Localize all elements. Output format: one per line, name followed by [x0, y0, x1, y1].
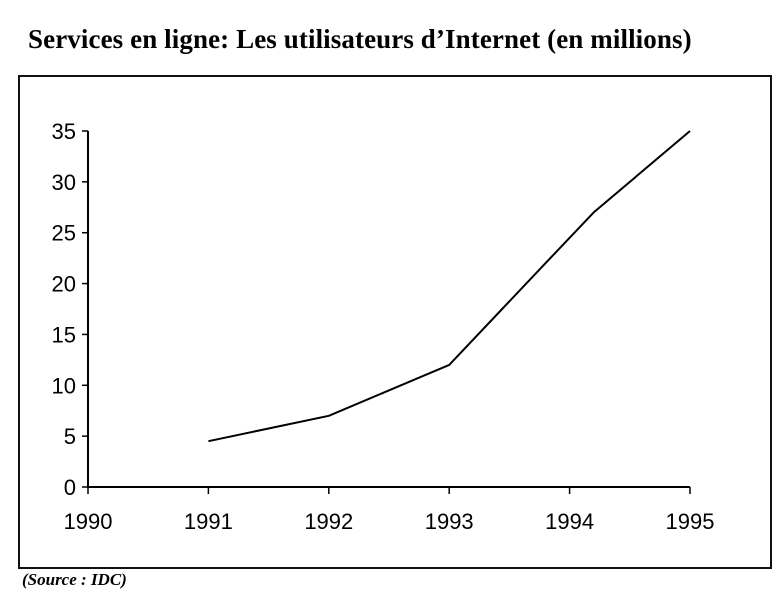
y-tick-label: 10 — [52, 373, 76, 398]
series-line — [208, 130, 691, 443]
chart-title: Services en ligne: Les utilisateurs d’In… — [28, 24, 692, 54]
x-tick-label: 1992 — [304, 509, 353, 534]
y-tick-label: 0 — [64, 475, 76, 500]
x-tick-label: 1993 — [425, 509, 474, 534]
x-ticks: 1990 1991 1992 1993 1994 1995 — [64, 487, 715, 534]
y-tick-label: 5 — [64, 424, 76, 449]
x-tick-label: 1991 — [184, 509, 233, 534]
y-tick-label: 30 — [52, 170, 76, 195]
y-tick-label: 20 — [52, 272, 76, 297]
y-tick-label: 35 — [52, 119, 76, 144]
y-tick-label: 15 — [52, 322, 76, 347]
chart-frame — [18, 75, 772, 569]
series-layer — [208, 130, 691, 443]
x-tick-label: 1990 — [64, 509, 113, 534]
x-tick-label: 1995 — [666, 509, 715, 534]
y-ticks: 0 5 10 15 20 25 30 35 — [52, 119, 88, 500]
axes — [87, 131, 690, 488]
y-tick-label: 25 — [52, 221, 76, 246]
source-note: (Source : IDC) — [22, 570, 127, 589]
x-tick-label: 1994 — [545, 509, 594, 534]
